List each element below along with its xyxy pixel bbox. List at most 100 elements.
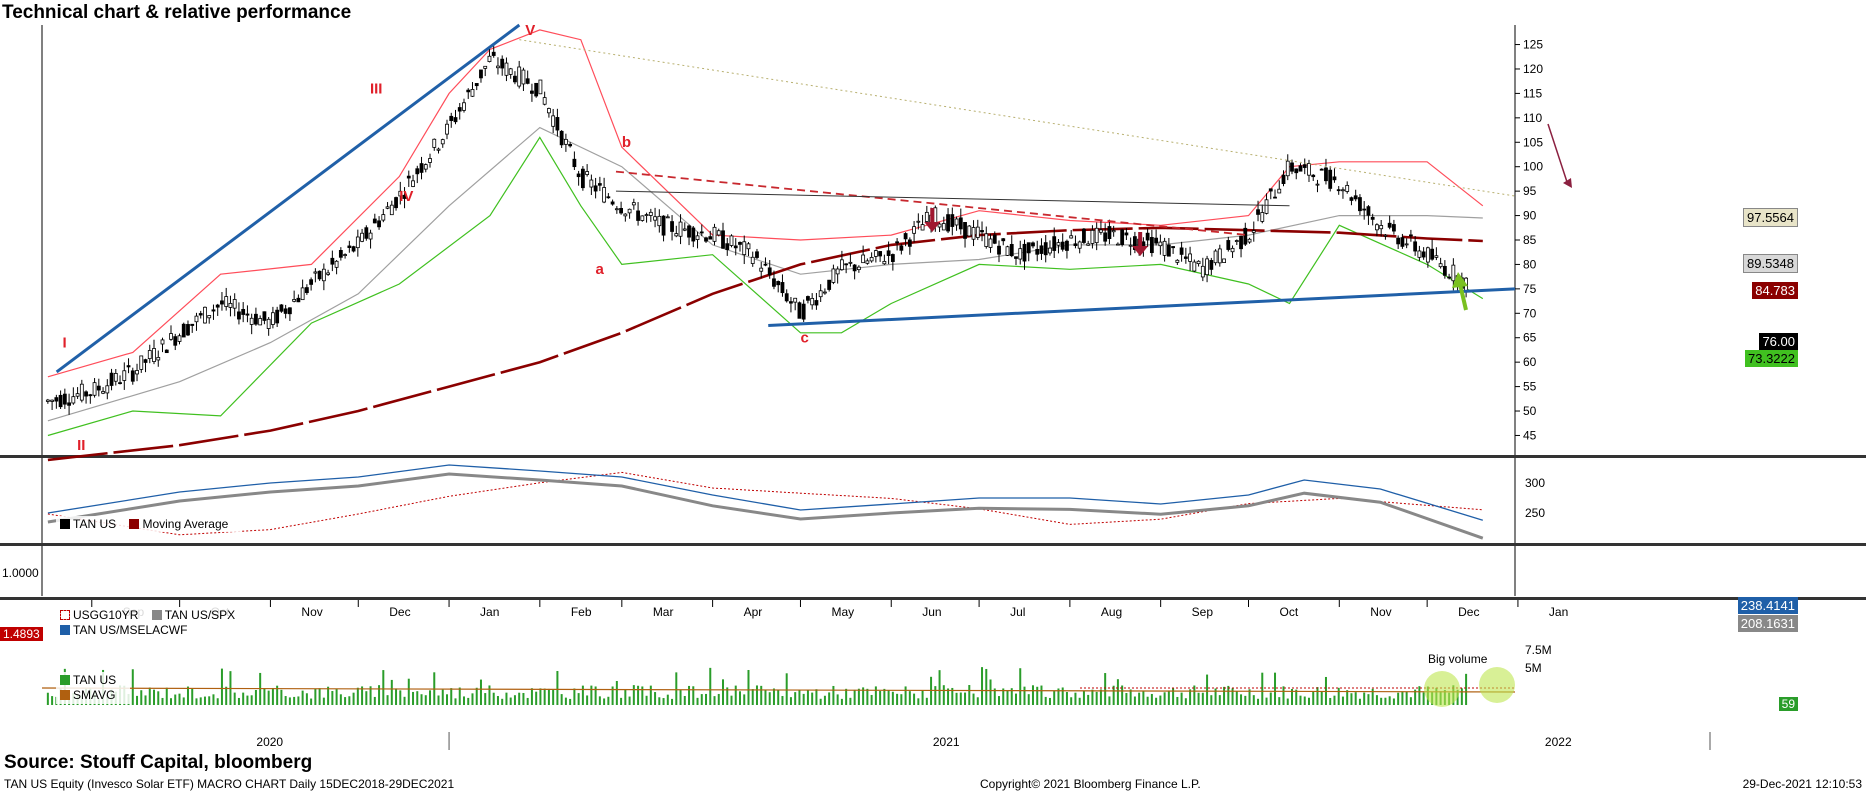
wave-label-a: a xyxy=(595,261,604,278)
volume-bar xyxy=(1087,694,1090,705)
candle-body xyxy=(767,267,772,276)
volume-bar xyxy=(450,688,453,705)
candle-body xyxy=(780,282,785,294)
candle-body xyxy=(1090,229,1095,244)
volume-bar xyxy=(46,692,49,705)
candle-body xyxy=(428,158,432,163)
volume-bar xyxy=(649,685,652,705)
support-trendline xyxy=(768,287,1516,328)
candle-body xyxy=(220,300,224,305)
volume-bar xyxy=(1206,674,1209,705)
candle-body xyxy=(1319,168,1324,171)
volume-bar xyxy=(348,696,351,705)
volume-bar xyxy=(968,685,971,705)
moving-average-line xyxy=(47,226,1483,462)
candle-body xyxy=(750,256,755,264)
legend-tan-msci: TAN US/MSELACWF xyxy=(73,623,188,637)
volume-bar xyxy=(484,693,487,705)
candle-body xyxy=(1099,229,1103,233)
candle-body xyxy=(623,213,628,217)
usgg10yr-line xyxy=(47,471,1483,536)
candle-body xyxy=(317,270,322,280)
volume-bar xyxy=(237,697,240,705)
candle-body xyxy=(1158,241,1163,247)
volume-bar xyxy=(412,691,415,705)
candle-body xyxy=(882,261,887,265)
relative-y-tick-label: 250 xyxy=(1525,506,1545,520)
volume-bar xyxy=(1027,694,1030,705)
candle-body xyxy=(71,396,76,404)
candle-body xyxy=(890,254,895,262)
candle-body xyxy=(262,311,267,321)
candle-body xyxy=(1341,189,1345,192)
volume-bar xyxy=(182,697,185,705)
candle-body xyxy=(1307,163,1311,176)
candle-body xyxy=(797,302,802,319)
big-volume-highlight-2 xyxy=(1479,667,1515,703)
volume-bar xyxy=(1240,694,1243,705)
candle-body xyxy=(415,168,420,175)
volume-bar xyxy=(1193,685,1196,705)
candle-body xyxy=(113,373,118,382)
volume-bar xyxy=(1061,687,1064,705)
volume-bar xyxy=(136,695,139,705)
x-tick-label-month: Aug xyxy=(1101,605,1122,619)
price-y-tick-label: 110 xyxy=(1523,111,1542,125)
volume-bar xyxy=(1031,685,1034,705)
candle-body xyxy=(1217,248,1222,264)
volume-bar xyxy=(318,688,321,705)
candle-body xyxy=(1328,169,1333,189)
volume-bar xyxy=(335,689,338,705)
candle-body xyxy=(984,233,989,247)
volume-bar xyxy=(148,687,151,705)
candle-body xyxy=(856,266,861,270)
volume-bar xyxy=(1261,672,1264,705)
volume-bar xyxy=(976,697,979,705)
volume-bar xyxy=(1312,691,1315,705)
candle-body xyxy=(181,323,186,338)
upper-band-line xyxy=(47,29,1484,378)
legend-tan-us: TAN US xyxy=(73,517,117,531)
footer-description: TAN US Equity (Invesco Solar ETF) MACRO … xyxy=(4,777,455,791)
volume-bar xyxy=(764,690,767,705)
legend-moving-average: Moving Average xyxy=(142,517,229,531)
volume-bar xyxy=(1078,697,1081,705)
volume-bar xyxy=(594,686,597,705)
volume-bar xyxy=(1235,691,1238,705)
candle-body xyxy=(1273,196,1277,199)
volume-bar xyxy=(556,671,559,705)
volume-bar xyxy=(1291,688,1294,705)
volume-bar xyxy=(552,689,555,705)
volume-bar xyxy=(1057,688,1060,705)
candle-body xyxy=(941,223,946,231)
volume-bar xyxy=(675,672,678,705)
candle-body xyxy=(674,233,679,237)
volume-bar xyxy=(964,692,967,705)
legend-usgg10yr: USGG10YR xyxy=(73,608,139,622)
volume-bar xyxy=(1099,689,1102,705)
volume-bar xyxy=(424,695,427,705)
green-arrow-head xyxy=(1452,272,1468,288)
volume-bar xyxy=(539,688,542,705)
volume-bar xyxy=(1282,686,1285,705)
candle-body xyxy=(1154,237,1159,244)
volume-bar xyxy=(250,695,253,705)
candle-body xyxy=(406,175,411,179)
volume-bar xyxy=(1405,691,1408,705)
footer-timestamp: 29-Dec-2021 12:10:53 xyxy=(1742,777,1862,791)
candle-body xyxy=(691,227,696,242)
tan-spx-line xyxy=(47,472,1484,540)
volume-bar xyxy=(1265,697,1268,705)
volume-bar xyxy=(794,692,797,705)
volume-bar xyxy=(373,696,376,705)
candle-body xyxy=(126,365,131,368)
candle-body xyxy=(84,391,88,397)
volume-bar xyxy=(1252,695,1255,705)
candle-body xyxy=(1345,185,1350,192)
volume-bar xyxy=(479,679,482,705)
candle-body xyxy=(1260,212,1265,222)
volume-bar xyxy=(806,689,809,705)
volume-bar xyxy=(233,692,236,705)
volume-bar xyxy=(798,689,801,705)
candle-body xyxy=(585,171,590,175)
